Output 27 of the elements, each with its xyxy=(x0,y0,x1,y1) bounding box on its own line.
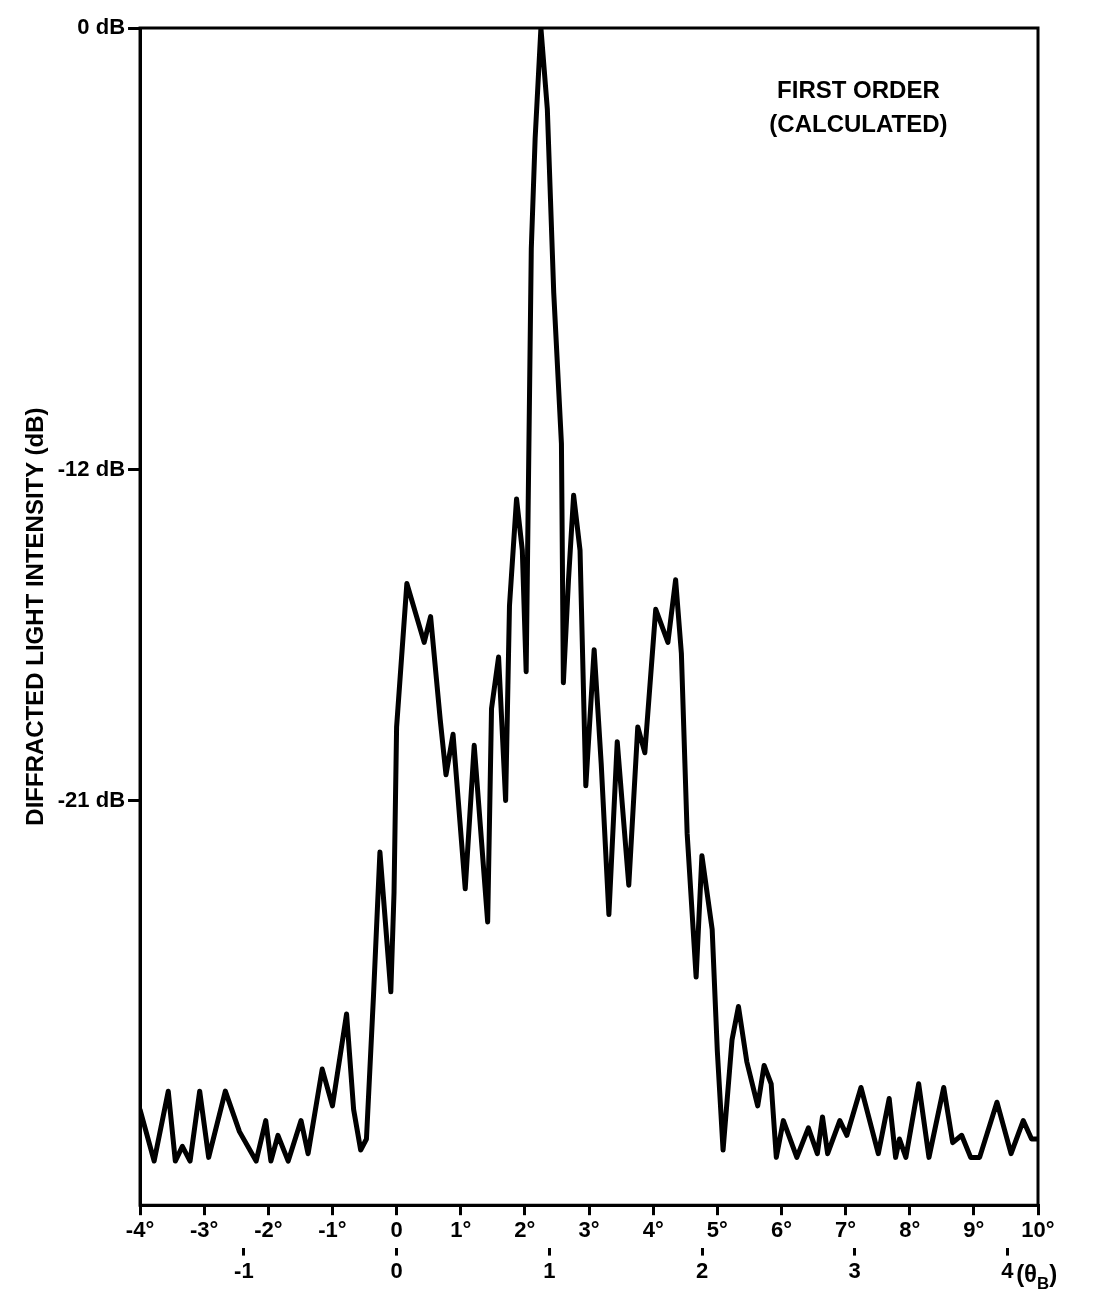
x-tick-label: -4° xyxy=(125,1217,155,1243)
y-tick-label: 0 dB xyxy=(77,14,126,40)
annotation: (CALCULATED) xyxy=(769,110,948,137)
x-tick-label: 2° xyxy=(514,1217,536,1243)
annotation: FIRST ORDER xyxy=(777,76,940,103)
x-tick-label: -3° xyxy=(190,1217,219,1243)
y-tick-label: -12 dB xyxy=(57,455,126,481)
x2-tick-label: 1 xyxy=(543,1257,556,1283)
x-tick-label: 4° xyxy=(642,1217,664,1243)
x2-tick-label: 0 xyxy=(390,1257,403,1283)
x2-tick-label: -1 xyxy=(234,1257,254,1283)
x-tick-label: 7° xyxy=(835,1217,857,1243)
x-tick-label: 6° xyxy=(770,1217,792,1243)
x-tick-label: 0 xyxy=(390,1217,403,1243)
x-tick-label: 1° xyxy=(450,1217,472,1243)
x2-tick-label: 2 xyxy=(695,1257,709,1283)
x-tick-label: -2° xyxy=(254,1217,283,1243)
x2-tick-label: 4 xyxy=(1001,1257,1015,1283)
x-tick-label: 3° xyxy=(578,1217,600,1243)
x-tick-label: -1° xyxy=(318,1217,347,1243)
x-tick-label: 8° xyxy=(899,1217,921,1243)
y-axis-title: DIFFRACTED LIGHT INTENSITY (dB) xyxy=(21,407,49,826)
y-tick-label: -21 dB xyxy=(57,786,126,812)
x-tick-label: 10° xyxy=(1021,1217,1055,1243)
x-tick-label: 9° xyxy=(963,1217,985,1243)
x2-tick-label: 3 xyxy=(848,1257,861,1283)
x-tick-label: 5° xyxy=(706,1217,728,1243)
